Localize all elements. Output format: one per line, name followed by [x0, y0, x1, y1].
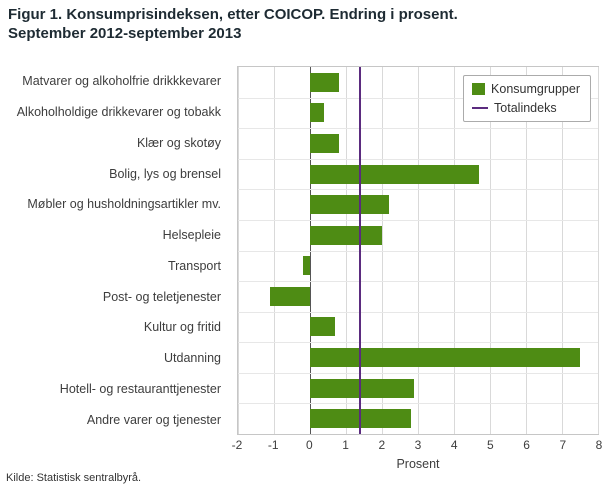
figure-title-line2: September 2012-september 2013 [8, 24, 242, 42]
x-axis-label: Prosent [396, 457, 440, 471]
category-label: Matvarer og alkoholfrie drikkkevarer [22, 74, 221, 89]
legend: Konsumgrupper Totalindeks [463, 75, 591, 122]
category-label: Alkoholholdige drikkevarer og tobakk [16, 105, 221, 120]
horizontal-gridline [238, 158, 598, 160]
category-label: Kultur og fritid [143, 320, 221, 335]
figure-title-line1: Figur 1. Konsumprisindeksen, etter COICO… [8, 6, 458, 23]
line-swatch-icon [472, 107, 489, 109]
legend-item-totalindeks: Totalindeks [472, 101, 580, 115]
totalindeks-line [359, 67, 362, 434]
bar [310, 225, 382, 245]
category-label: Utdanning [164, 351, 221, 366]
horizontal-gridline [238, 311, 598, 313]
category-label: Helsepleie [162, 228, 221, 243]
x-tick-label: 8 [595, 438, 603, 452]
category-label: Møbler og husholdningsartikler mv. [27, 197, 221, 212]
x-axis-ticks: -2 -1 0 1 2 3 4 5 6 7 8 [232, 438, 603, 452]
bar-swatch-icon [472, 83, 486, 95]
horizontal-gridline [238, 128, 598, 130]
horizontal-gridline [238, 189, 598, 191]
bar [310, 348, 580, 368]
horizontal-gridline [238, 372, 598, 374]
legend-item-konsumgrupper: Konsumgrupper [472, 82, 580, 96]
horizontal-gridline [238, 97, 598, 99]
bar [302, 256, 310, 276]
x-tick-label: -2 [231, 438, 243, 452]
bar [310, 133, 339, 153]
horizontal-gridline [238, 219, 598, 221]
bar [310, 195, 390, 215]
figure-title: Figur 1. Konsumprisindeksen, etter COICO… [8, 6, 604, 44]
x-tick-label: 2 [378, 438, 386, 452]
vertical-gridline [598, 67, 599, 434]
x-tick-label: 7 [559, 438, 567, 452]
category-label: Klær og skotøy [136, 135, 221, 150]
bar [310, 317, 336, 337]
bar [270, 286, 310, 306]
x-tick-label: 3 [414, 438, 422, 452]
x-tick-label: 0 [306, 438, 313, 452]
category-axis: Matvarer og alkoholfrie drikkkevarer Alko… [0, 66, 229, 435]
legend-label-konsumgrupper: Konsumgrupper [491, 82, 580, 96]
horizontal-gridline [238, 403, 598, 405]
x-tick-label: 4 [450, 438, 458, 452]
horizontal-gridline [238, 342, 598, 344]
source-note: Kilde: Statistisk sentralbyrå. [6, 472, 142, 484]
plot-area: Konsumgrupper Totalindeks [237, 66, 599, 435]
x-tick-label: 6 [523, 438, 530, 452]
bar [310, 378, 415, 398]
bar [310, 103, 325, 123]
legend-label-totalindeks: Totalindeks [494, 101, 557, 115]
horizontal-gridline [238, 250, 598, 252]
category-label: Transport [167, 258, 221, 273]
x-tick-label: -1 [267, 438, 279, 452]
horizontal-gridline [238, 281, 598, 283]
x-tick-label: 1 [342, 438, 349, 452]
bar [310, 72, 339, 92]
bar [310, 164, 480, 184]
category-label: Andre varer og tjenester [86, 412, 221, 427]
category-label: Hotell- og restauranttjenester [59, 381, 221, 396]
category-label: Bolig, lys og brensel [109, 166, 221, 181]
x-tick-label: 5 [487, 438, 494, 452]
category-label: Post- og teletjenester [102, 289, 221, 304]
